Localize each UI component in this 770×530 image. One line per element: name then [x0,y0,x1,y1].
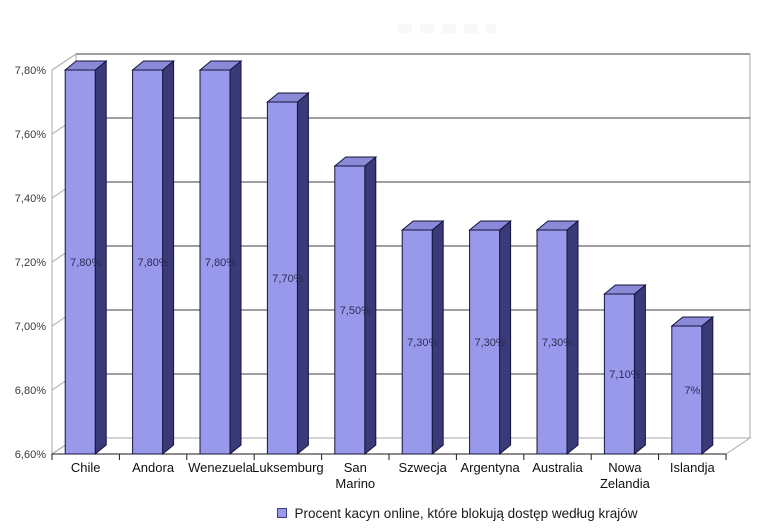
x-category-label: Luksemburg [252,460,324,475]
bar [401,229,433,455]
bar-value-label: 7,80% [205,257,236,269]
legend-marker-icon [276,508,287,518]
bar-value-label: 7% [684,385,700,397]
bar-value-label: 7,30% [542,337,573,349]
bar-value-label: 7,70% [272,273,303,285]
x-category-label: Andora [132,460,175,475]
x-category-label: Szwecja [398,460,447,475]
bar-side-face [701,315,714,456]
bar [536,229,568,455]
bar [603,293,635,455]
y-tick-label: 7,40% [15,193,46,205]
bar [199,69,231,455]
bar-value-label: 7,30% [474,337,505,349]
x-category-label: Australia [532,460,583,475]
x-category-label: San Marino [335,460,375,491]
y-tick-label: 7,00% [15,321,46,333]
bar-value-label: 7,30% [407,337,438,349]
faint-watermark [398,24,496,33]
tick-connector [51,53,77,71]
x-category-label: Argentyna [460,460,520,475]
bar-value-label: 7,50% [340,305,371,317]
y-tick-label: 7,60% [15,129,46,141]
y-tick-label: 7,20% [15,257,46,269]
legend-item: Procent kacyn online, które blokują dost… [276,505,638,521]
x-category-label: Nowa Zelandia [600,460,651,491]
y-tick-label: 7,80% [15,65,46,77]
chart-legend: Procent kacyn online, które blokują dost… [0,501,770,525]
x-category-label: Chile [71,460,101,475]
y-tick-label: 6,60% [15,449,46,461]
bar [334,165,366,455]
chart-canvas: 6,60% 6,80% 7,00% 7,20% 7,40% 7,60% 7,80% 7,80%… [15,53,752,491]
bar-value-label: 7,80% [70,257,101,269]
bar-value-label: 7,10% [609,369,640,381]
bar [671,325,703,455]
legend-label: Procent kacyn online, które blokują dost… [294,505,638,521]
bar-value-label: 7,80% [137,257,168,269]
bar [64,69,96,455]
y-tick-label: 6,80% [15,385,46,397]
bar [469,229,501,455]
bar [266,101,298,455]
x-category-label: Islandja [670,460,716,475]
bar [132,69,164,455]
x-category-label: Wenezuela [188,460,254,475]
